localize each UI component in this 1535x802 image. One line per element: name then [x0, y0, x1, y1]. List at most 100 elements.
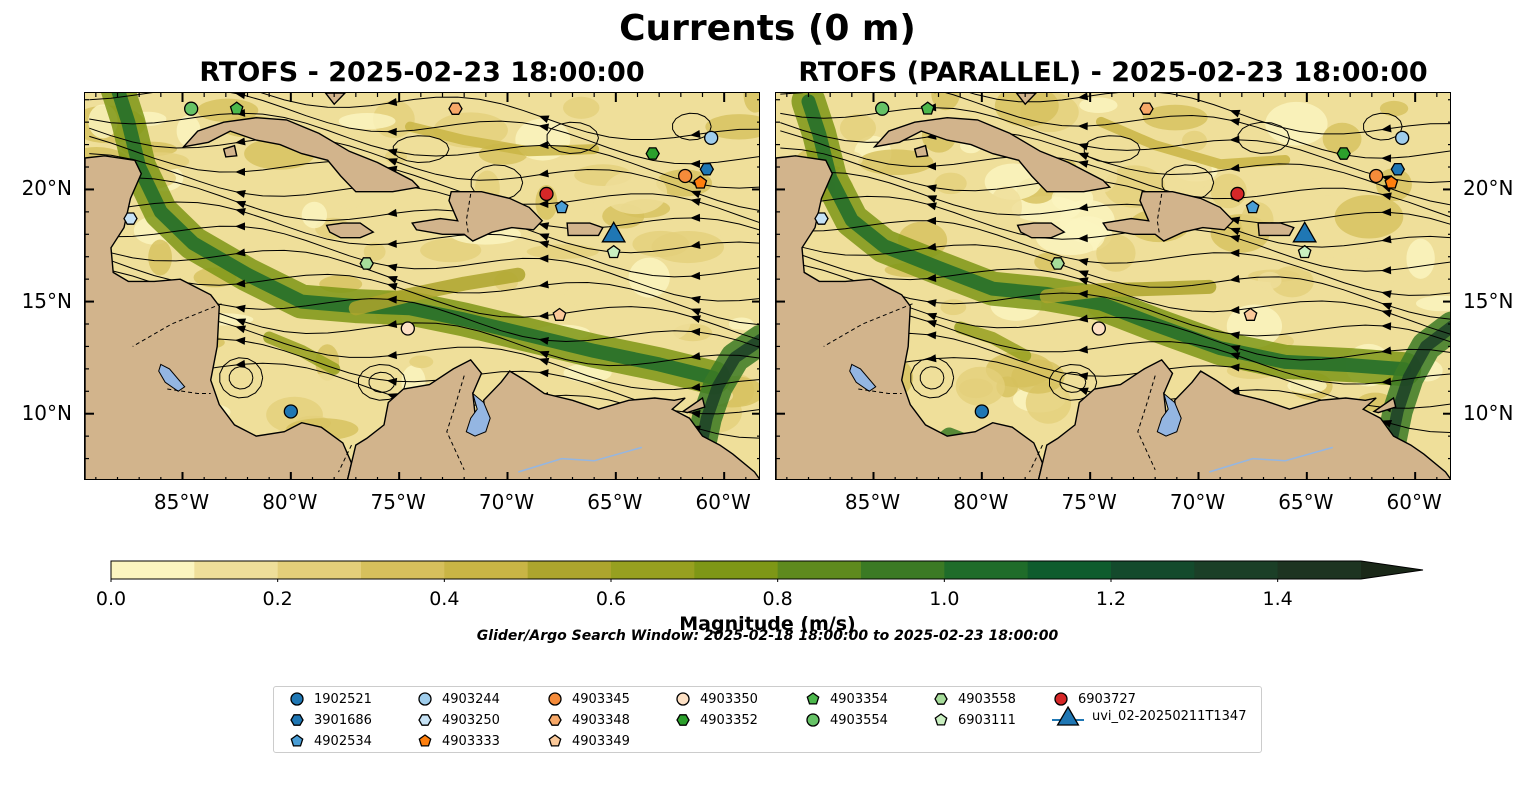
legend-marker [418, 734, 432, 747]
flow-arrow [538, 141, 549, 150]
flow-arrow [690, 383, 701, 392]
marker-4903354 [920, 101, 935, 115]
landmass-hispaniola [411, 190, 544, 242]
legend-marker-icon [548, 734, 562, 747]
lat-tick-label-left: 15°N [21, 288, 72, 313]
marker-4903333 [693, 175, 708, 189]
flow-arrow [1077, 277, 1089, 285]
lon-tick-label: 75°W [370, 490, 426, 514]
flow-arrow [1381, 290, 1392, 299]
colorbar-segment [277, 561, 362, 579]
flow-arrow [690, 190, 702, 199]
flow-arrow [690, 198, 701, 206]
flow-arrow [1381, 346, 1392, 355]
flow-arrow [926, 184, 937, 193]
marker-4903554 [184, 101, 199, 116]
legend-entry: 4903558 [932, 690, 1016, 708]
legend-label: 4903558 [958, 691, 1016, 707]
legend-entry: uvi_02-20250211T1347 [1052, 705, 1247, 726]
landmass-trinidad [681, 396, 706, 414]
flow-arrow [538, 233, 550, 241]
legend-entry: 4903348 [546, 711, 630, 729]
flow-arrow [235, 304, 246, 313]
marker-4903244 [1395, 130, 1410, 146]
legend-entry: 4903354 [804, 690, 888, 708]
colorbar-segment [694, 561, 779, 579]
streamline [89, 201, 759, 278]
legend-marker [934, 713, 948, 726]
marker-3901686 [699, 162, 715, 176]
lon-tick-label: 70°W [478, 490, 535, 514]
landmass-jamaica [1016, 222, 1066, 239]
lake-maracaibo [465, 392, 491, 437]
flow-arrow [926, 331, 937, 340]
observation-markers [814, 101, 1410, 419]
flow-arrow [1229, 305, 1240, 314]
legend-marker [676, 692, 690, 706]
flow-arrow [538, 350, 550, 359]
frame-ticks [85, 93, 759, 479]
legend-entry: 4903345 [546, 690, 630, 708]
legend-entry: 6903727 [1052, 690, 1136, 708]
panel-1-title: RTOFS - 2025-02-23 18:00:00 [199, 57, 645, 88]
landmass-puertorico [1257, 222, 1295, 237]
speed-patch [148, 239, 172, 276]
flow-arrow [1077, 160, 1089, 168]
flow-arrow [926, 195, 938, 203]
eddy-streamline [1237, 121, 1290, 155]
speed-patch [338, 193, 361, 210]
legend-marker-icon [290, 692, 304, 706]
flow-arrow [1229, 234, 1241, 243]
speed-patch [1335, 258, 1400, 288]
marker-4903345 [678, 168, 693, 184]
legend-label: uvi_02-20250211T1347 [1092, 708, 1247, 724]
legend-marker-icon [548, 692, 562, 706]
flow-arrow [386, 320, 398, 329]
legend-label: 4903345 [572, 691, 630, 707]
speed-patch [1297, 256, 1348, 274]
eddy-streamline [1059, 371, 1087, 393]
jet-band [348, 267, 526, 316]
streamline [780, 171, 1450, 248]
landmass-hispaniola [1102, 190, 1235, 242]
speed-patch [301, 201, 328, 229]
border-line [1029, 444, 1043, 473]
legend-marker [806, 692, 820, 705]
landmass-puertorico [566, 222, 604, 237]
legend-marker-icon [548, 714, 562, 726]
flow-arrow [926, 319, 937, 328]
marker-4903250 [814, 212, 829, 225]
speed-patch [1181, 130, 1208, 152]
flow-arrow [1229, 363, 1240, 372]
eddy-streamline [1363, 112, 1403, 141]
legend-entry: 4902534 [288, 732, 372, 750]
flow-arrow [926, 299, 937, 308]
legend-marker [806, 713, 820, 727]
flow-arrow [386, 351, 398, 360]
speed-patch [363, 242, 386, 261]
lon-tick-label: 80°W [953, 490, 1009, 514]
flow-arrow [1381, 192, 1392, 201]
colorbar-tick-label: 0.6 [595, 588, 627, 610]
marker-4903345 [1369, 168, 1384, 184]
flow-arrow [1077, 122, 1088, 131]
speed-patch [197, 98, 259, 123]
flow-arrow [386, 239, 397, 248]
marker-4903348 [1139, 102, 1154, 115]
jet-band [111, 93, 721, 385]
flow-arrow [1077, 290, 1088, 299]
legend-label: 4903250 [442, 712, 500, 728]
flow-arrow [235, 248, 246, 257]
border-line [132, 303, 222, 347]
flow-arrow [538, 254, 549, 263]
flow-arrow [926, 273, 937, 282]
flow-arrow [1077, 387, 1089, 396]
flow-arrow [1229, 345, 1241, 353]
flow-arrow [235, 222, 246, 231]
speed-patch [955, 366, 1005, 406]
legend-marker-icon [676, 714, 690, 726]
flow-arrow [387, 158, 398, 166]
flow-arrow [1381, 302, 1393, 311]
speed-patch [1270, 266, 1314, 298]
flow-arrow [235, 318, 247, 327]
